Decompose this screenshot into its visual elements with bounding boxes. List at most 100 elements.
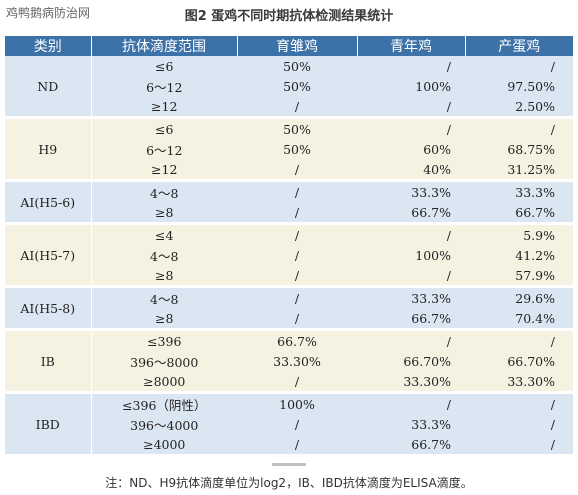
range-cell: ≥8000 xyxy=(91,371,237,391)
young-value-cell: 66.70% xyxy=(357,351,465,371)
group-separator-cell xyxy=(5,328,573,331)
chick-value-cell: / xyxy=(237,434,357,454)
range-cell: ≥8 xyxy=(91,308,237,328)
table-row: AI(H5-8) 4～8/33.3% 29.6% xyxy=(5,288,573,328)
chick-value-cell: / xyxy=(237,308,357,328)
layer-value-cell: / xyxy=(465,119,573,139)
range-cell: ≤6 xyxy=(91,119,237,139)
layer-value-cell: 97.50% xyxy=(465,76,573,96)
young-value-cell: / xyxy=(357,225,465,245)
group-separator-cell xyxy=(5,116,573,119)
range-cell: 4～8 xyxy=(91,288,237,308)
layer-value-cell: / xyxy=(465,56,573,76)
young-value-cell: 100% xyxy=(357,76,465,96)
table-caption: 图2 蛋鸡不同时期抗体检测结果统计 xyxy=(184,9,394,24)
chick-value-cell: / xyxy=(237,96,357,116)
range-cell: 6～12 xyxy=(91,76,237,96)
chick-value-cell: / xyxy=(237,245,357,265)
range-cell: 396～4000 xyxy=(91,414,237,434)
layer-value-cell: 70.4% xyxy=(465,308,573,328)
header-layer: 产蛋鸡 xyxy=(465,36,573,56)
young-value-cell: 66.7% xyxy=(357,308,465,328)
chick-value-cell: / xyxy=(237,265,357,285)
footnote: 注：ND、H9抗体滴度单位为log2，IB、IBD抗体滴度为ELISA滴度。 xyxy=(105,476,473,490)
scroll-indicator xyxy=(272,463,306,466)
layer-value-cell: 33.30% xyxy=(465,371,573,391)
chick-value-cell: 50% xyxy=(237,76,357,96)
group-separator-cell xyxy=(5,179,573,182)
layer-value-cell: / xyxy=(465,394,573,414)
range-cell: ≤396 xyxy=(91,331,237,351)
chick-value-cell: / xyxy=(237,288,357,308)
young-value-cell: 66.7% xyxy=(357,202,465,222)
range-cell: ≥12 xyxy=(91,96,237,116)
layer-value-cell: 5.9% xyxy=(465,225,573,245)
young-value-cell: / xyxy=(357,394,465,414)
header-chick: 育雏鸡 xyxy=(237,36,358,56)
chick-value-cell: / xyxy=(237,182,357,202)
young-value-cell: / xyxy=(357,331,465,351)
table-row: ≥4000/66.7% / xyxy=(5,434,573,454)
young-value-cell: / xyxy=(357,96,465,116)
category-cell: ND xyxy=(5,56,92,116)
category-cell: AI(H5-6) xyxy=(5,182,92,222)
header-category: 类别 xyxy=(5,36,92,56)
table-row: 4～8/100% 41.2% xyxy=(5,245,573,265)
table-row: ND ≤6 50% / / xyxy=(5,56,573,116)
chick-value-cell: 50% xyxy=(237,119,357,139)
layer-value-cell: 2.50% xyxy=(465,96,573,116)
table-row: AI(H5-7) ≤4//5.9% xyxy=(5,225,573,285)
table-row: 396～4000/33.3% / xyxy=(5,414,573,434)
table-row: ≥12//2.50% xyxy=(5,96,573,116)
range-cell: ≤396（阴性） xyxy=(91,394,237,414)
layer-value-cell: / xyxy=(465,414,573,434)
layer-value-cell: 29.6% xyxy=(465,288,573,308)
layer-value-cell: / xyxy=(465,434,573,454)
header-row: 类别 抗体滴度范围 育雏鸡 青年鸡 产蛋鸡 xyxy=(5,36,573,56)
range-cell: ≤4 xyxy=(91,225,237,245)
layer-value-cell: 31.25% xyxy=(465,159,573,179)
young-value-cell: 33.30% xyxy=(357,371,465,391)
category-cell: AI(H5-7) xyxy=(5,225,92,285)
chick-value-cell: 66.7% xyxy=(237,331,357,351)
chick-value-cell: 50% xyxy=(237,139,357,159)
young-value-cell: / xyxy=(357,56,465,76)
category-cell: IBD xyxy=(5,394,92,454)
watermark: 鸡鸭鹅病防治网 xyxy=(6,6,91,20)
young-value-cell: 40% xyxy=(357,159,465,179)
table-row: IBD ≤396（阴性） 100% / / xyxy=(5,394,573,454)
table-body: ND ≤6 50% //6～12 50% 100% 97.50% ≥12//2.50% H9 ≤6… xyxy=(5,56,573,454)
young-value-cell: 60% xyxy=(357,139,465,159)
header-young: 青年鸡 xyxy=(357,36,466,56)
group-separator xyxy=(5,222,573,225)
table-row: ≥8//57.9% xyxy=(5,265,573,285)
range-cell: 4～8 xyxy=(91,245,237,265)
group-separator xyxy=(5,391,573,394)
chick-value-cell: / xyxy=(237,202,357,222)
table-row: ≥8/66.7% 66.7% xyxy=(5,202,573,222)
young-value-cell: / xyxy=(357,119,465,139)
group-separator-cell xyxy=(5,391,573,394)
chick-value-cell: / xyxy=(237,225,357,245)
range-cell: ≥4000 xyxy=(91,434,237,454)
category-cell: AI(H5-8) xyxy=(5,288,92,328)
young-value-cell: 33.3% xyxy=(357,182,465,202)
chick-value-cell: / xyxy=(237,414,357,434)
layer-value-cell: 57.9% xyxy=(465,265,573,285)
group-separator-cell xyxy=(5,222,573,225)
table-row: ≥8/66.7% 70.4% xyxy=(5,308,573,328)
group-separator-cell xyxy=(5,285,573,288)
table-row: 6～12 50% 60% 68.75% xyxy=(5,139,573,159)
results-table: 类别 抗体滴度范围 育雏鸡 青年鸡 产蛋鸡 ND ≤6 50% //6～12 50% 10… xyxy=(5,36,573,454)
layer-value-cell: 66.7% xyxy=(465,202,573,222)
layer-value-cell: 41.2% xyxy=(465,245,573,265)
young-value-cell: 33.3% xyxy=(357,414,465,434)
chick-value-cell: 33.30% xyxy=(237,351,357,371)
group-separator xyxy=(5,285,573,288)
table-row: 396～8000 33.30% 66.70% 66.70% xyxy=(5,351,573,371)
header-range: 抗体滴度范围 xyxy=(91,36,238,56)
chick-value-cell: / xyxy=(237,371,357,391)
group-separator xyxy=(5,179,573,182)
range-cell: 396～8000 xyxy=(91,351,237,371)
